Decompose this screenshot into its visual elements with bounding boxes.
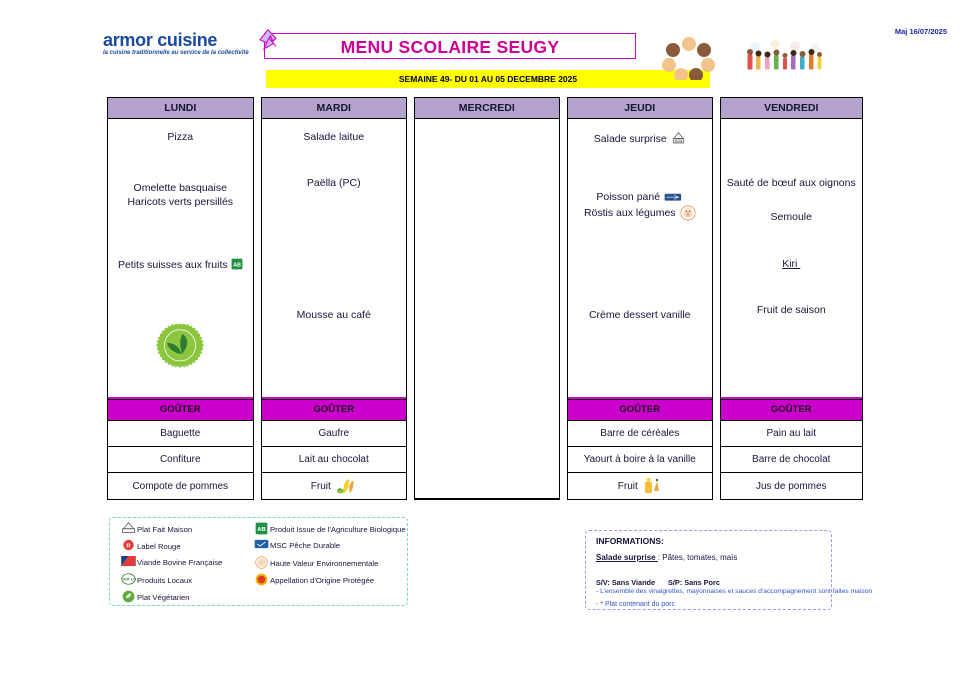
svg-text:AB: AB bbox=[233, 262, 241, 268]
svg-text:AB: AB bbox=[257, 527, 265, 533]
svg-text:PRODUIT LOCAL: PRODUIT LOCAL bbox=[121, 578, 136, 582]
